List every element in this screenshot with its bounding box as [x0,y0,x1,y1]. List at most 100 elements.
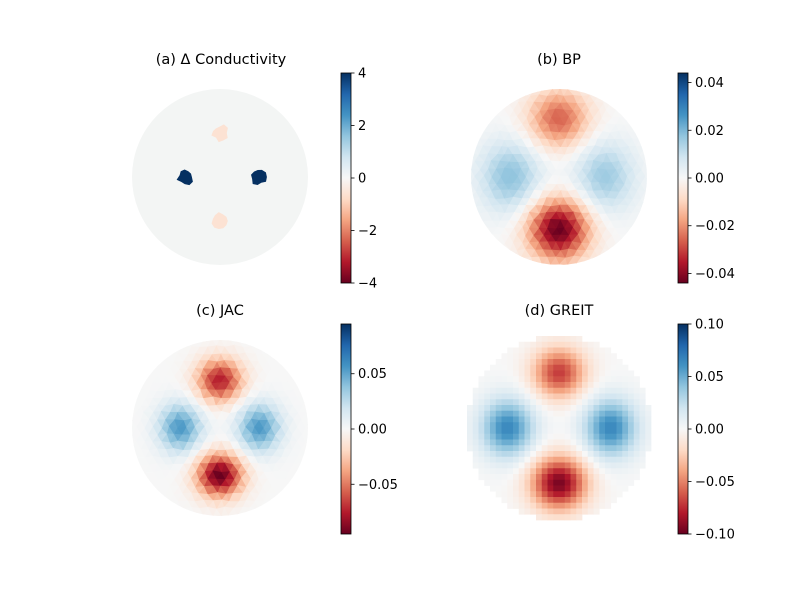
pixel-cell [639,393,646,400]
pixel-cell [518,451,525,458]
pixel-cell [599,416,606,423]
pixel-cell [599,376,606,383]
pixel-cell [576,433,583,440]
pixel-cell [484,393,491,400]
pixel-cell [599,387,606,394]
pixel-cell [507,364,514,371]
pixel-cell [518,341,525,348]
pixel-cell [576,399,583,406]
pixel-cell [582,353,589,360]
pixel-cell [530,347,537,354]
pixel-cell [472,456,479,463]
pixel-cell [559,376,566,383]
pixel-cell [541,422,548,429]
pixel-cell [564,491,571,498]
pixel-cell [570,387,577,394]
pixel-cell [628,428,635,435]
pixel-cell [593,376,600,383]
pixel-cell [524,433,531,440]
pixel-cell [478,451,485,458]
mesh-cell [305,427,308,435]
pixel-cell [530,445,537,452]
pixel-cell [616,485,623,492]
pixel-cell [553,347,560,354]
colorbar-tick-label: 2 [358,119,366,134]
pixel-cell [547,456,554,463]
pixel-cell [564,497,571,504]
pixel-cell [593,456,600,463]
pixel-cell [478,445,485,452]
pixel-cell [587,405,594,412]
pixel-cell [622,479,629,486]
pixel-cell [507,479,514,486]
pixel-cell [576,456,583,463]
pixel-cell [605,451,612,458]
pixel-cell [524,376,531,383]
pixel-cell [616,399,623,406]
colorbar-gradient [677,72,689,284]
pixel-cell [576,508,583,515]
pixel-cell [541,491,548,498]
pixel-cell [490,370,497,377]
pixel-cell [501,491,508,498]
pixel-cell [501,479,508,486]
pixel-cell [628,462,635,469]
pixel-cell [513,474,520,481]
colorbar-tick-label: −0.05 [358,478,398,493]
pixel-cell [536,422,543,429]
pixel-cell [484,376,491,383]
pixel-cell [553,376,560,383]
colorbar-tick-label: −0.05 [695,475,735,490]
pixel-cell [576,497,583,504]
pixel-cell [610,462,617,469]
pixel-cell [587,416,594,423]
pixel-cell [467,416,474,423]
pixel-cell [501,387,508,394]
pixel-cell [484,428,491,435]
pixel-cell [622,422,629,429]
pixel-cell [536,433,543,440]
pixel-cell [547,405,554,412]
pixel-cell [570,474,577,481]
colorbar-tick-label: 0 [358,172,366,187]
pixel-cell [553,416,560,423]
pixel-cell [564,422,571,429]
pixel-cell [605,485,612,492]
pixel-cell [610,456,617,463]
pixel-cell [599,393,606,400]
pixel-cell [582,508,589,515]
pixel-cell [484,422,491,429]
pixel-cell [616,416,623,423]
pixel-cell [645,410,652,417]
pixel-cell [553,445,560,452]
pixel-cell [576,382,583,389]
pixel-cell [610,422,617,429]
pixel-cell [570,502,577,509]
pixel-cell [530,370,537,377]
pixel-cell [599,399,606,406]
pixel-cell [495,451,502,458]
pixel-cell [628,416,635,423]
pixel-cell [570,497,577,504]
pixel-cell [593,353,600,360]
pixel-cell [570,410,577,417]
pixel-cell [576,370,583,377]
pixel-cell [541,393,548,400]
pixel-cell [490,445,497,452]
pixel-cell [633,382,640,389]
panel-title-jac: (c) JAC [196,303,244,319]
pixel-cell [518,405,525,412]
pixel-cell [518,456,525,463]
pixel-cell [490,439,497,446]
pixel-cell [599,445,606,452]
pixel-cell [559,474,566,481]
pixel-cell [501,405,508,412]
pixel-cell [501,456,508,463]
pixel-cell [564,428,571,435]
pixel-cell [507,474,514,481]
pixel-cell [616,364,623,371]
pixel-cell [524,508,531,515]
pixel-cell [484,382,491,389]
pixel-cell [582,439,589,446]
pixel-cell [605,376,612,383]
